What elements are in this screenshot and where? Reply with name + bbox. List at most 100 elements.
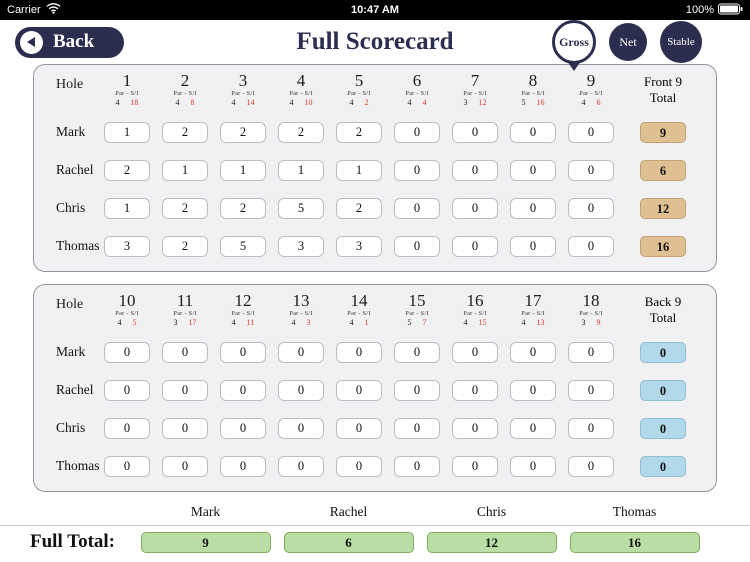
par-si-values: 4 15	[463, 318, 487, 327]
score-input[interactable]	[278, 455, 324, 477]
score-input[interactable]	[336, 417, 382, 439]
score-input[interactable]	[336, 235, 382, 257]
score-input[interactable]	[162, 235, 208, 257]
score-input[interactable]	[568, 341, 614, 363]
score-cell	[562, 159, 620, 181]
score-input[interactable]	[568, 197, 614, 219]
par-si-label: Par - S/I	[347, 90, 371, 97]
score-input[interactable]	[394, 235, 440, 257]
score-input[interactable]	[278, 197, 324, 219]
score-input[interactable]	[452, 379, 498, 401]
score-input[interactable]	[220, 121, 266, 143]
score-input[interactable]	[452, 197, 498, 219]
score-input[interactable]	[104, 417, 150, 439]
score-input[interactable]	[394, 341, 440, 363]
score-input[interactable]	[220, 379, 266, 401]
score-input[interactable]	[568, 455, 614, 477]
score-input[interactable]	[104, 121, 150, 143]
score-input[interactable]	[394, 197, 440, 219]
score-input[interactable]	[104, 379, 150, 401]
score-cell	[214, 159, 272, 181]
score-input[interactable]	[104, 341, 150, 363]
score-input[interactable]	[510, 379, 556, 401]
score-input[interactable]	[568, 379, 614, 401]
score-input[interactable]	[510, 341, 556, 363]
hole-header: 11 Par - S/I 3 17	[156, 289, 214, 327]
par-si-info: Par - S/I 4 5	[115, 310, 138, 327]
score-input[interactable]	[104, 235, 150, 257]
score-input[interactable]	[394, 159, 440, 181]
score-input[interactable]	[336, 159, 382, 181]
score-input[interactable]	[452, 159, 498, 181]
score-input[interactable]	[162, 121, 208, 143]
score-input[interactable]	[336, 341, 382, 363]
score-input[interactable]	[510, 235, 556, 257]
par-si-info: Par - S/I 3 9	[579, 310, 602, 327]
score-input[interactable]	[162, 341, 208, 363]
score-input[interactable]	[278, 159, 324, 181]
score-cell	[214, 197, 272, 219]
score-input[interactable]	[568, 417, 614, 439]
score-input[interactable]	[220, 159, 266, 181]
score-input[interactable]	[278, 235, 324, 257]
score-input[interactable]	[510, 159, 556, 181]
score-input[interactable]	[162, 455, 208, 477]
score-input[interactable]	[336, 121, 382, 143]
score-input[interactable]	[278, 121, 324, 143]
hole-number: 17	[524, 291, 542, 310]
score-input[interactable]	[162, 417, 208, 439]
score-input[interactable]	[336, 379, 382, 401]
score-input[interactable]	[104, 159, 150, 181]
score-input[interactable]	[104, 455, 150, 477]
score-input[interactable]	[336, 455, 382, 477]
stable-button[interactable]: Stable	[660, 21, 702, 63]
score-input[interactable]	[394, 379, 440, 401]
score-input[interactable]	[278, 341, 324, 363]
score-input[interactable]	[394, 417, 440, 439]
total-column-label: Back 9 Total	[644, 294, 682, 326]
score-input[interactable]	[336, 197, 382, 219]
score-input[interactable]	[278, 379, 324, 401]
score-input[interactable]	[162, 379, 208, 401]
score-cell	[330, 417, 388, 439]
score-input[interactable]	[220, 235, 266, 257]
score-cell	[446, 341, 504, 363]
back-button[interactable]: Back	[15, 26, 125, 58]
gross-button[interactable]: Gross	[552, 20, 596, 64]
hole-number: 1	[122, 71, 132, 90]
score-input[interactable]	[104, 197, 150, 219]
score-input[interactable]	[510, 197, 556, 219]
score-cell	[504, 379, 562, 401]
score-cell	[330, 379, 388, 401]
score-input[interactable]	[220, 455, 266, 477]
score-input[interactable]	[452, 455, 498, 477]
footer-player-name: Mark	[190, 504, 221, 519]
score-input[interactable]	[568, 159, 614, 181]
score-input[interactable]	[568, 235, 614, 257]
par-si-values: 3 12	[463, 98, 487, 107]
score-input[interactable]	[394, 121, 440, 143]
score-input[interactable]	[510, 455, 556, 477]
par-value: 5	[521, 97, 526, 107]
score-input[interactable]	[452, 235, 498, 257]
score-input[interactable]	[510, 121, 556, 143]
total-cell: 6	[620, 159, 706, 181]
score-input[interactable]	[452, 341, 498, 363]
par-si-label: Par - S/I	[579, 90, 603, 97]
score-input[interactable]	[510, 417, 556, 439]
score-cell	[272, 417, 330, 439]
score-input[interactable]	[452, 121, 498, 143]
score-input[interactable]	[394, 455, 440, 477]
score-input[interactable]	[220, 197, 266, 219]
score-input[interactable]	[220, 417, 266, 439]
score-input[interactable]	[452, 417, 498, 439]
score-input[interactable]	[278, 417, 324, 439]
score-input[interactable]	[162, 197, 208, 219]
score-input[interactable]	[162, 159, 208, 181]
si-value: 6	[596, 97, 601, 107]
score-input[interactable]	[568, 121, 614, 143]
net-button[interactable]: Net	[609, 23, 647, 61]
score-input[interactable]	[220, 341, 266, 363]
si-value: 11	[246, 317, 255, 327]
